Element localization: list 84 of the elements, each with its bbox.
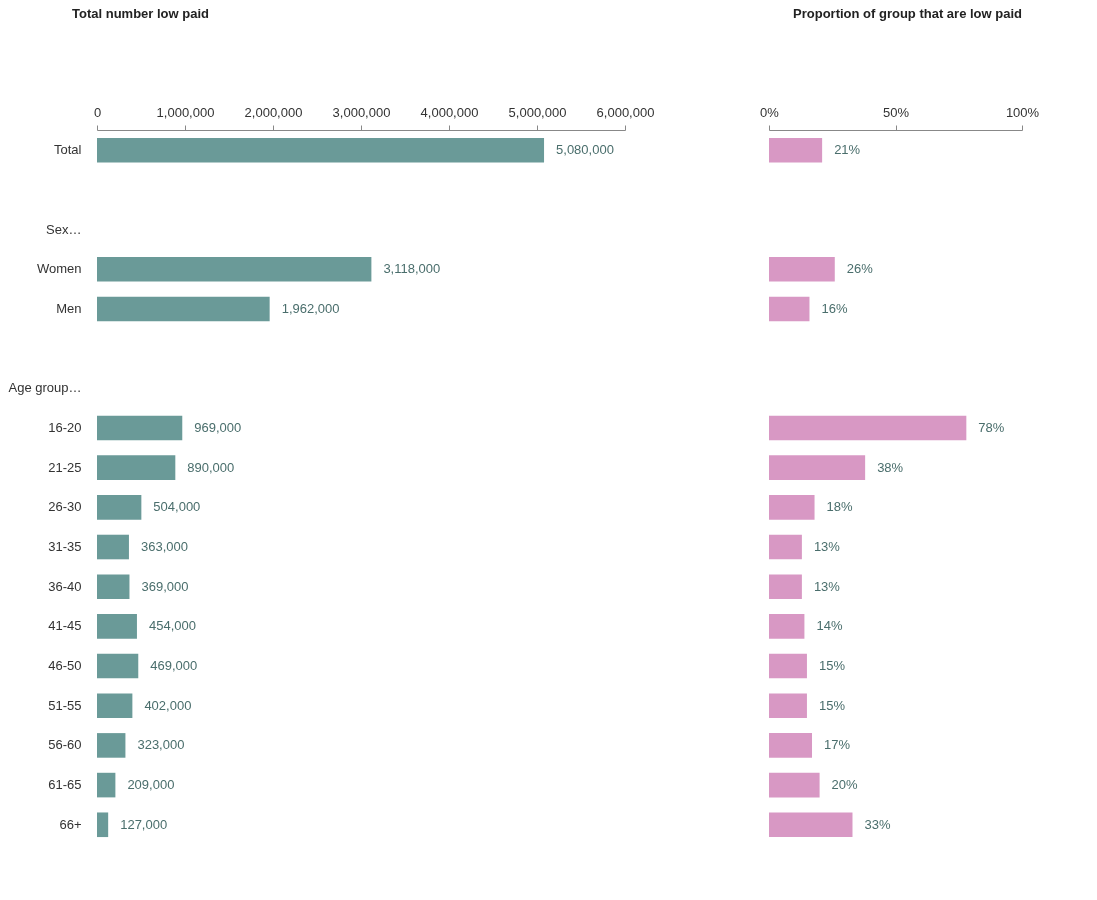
bar	[769, 693, 807, 719]
y-tick-label: 46-50	[48, 658, 82, 674]
x-tick-label: 2,000,000	[244, 104, 303, 120]
x-tick-label: 0%	[760, 104, 780, 120]
data-label: 323,000	[137, 737, 185, 753]
bar	[769, 296, 810, 322]
bar	[97, 693, 133, 719]
bar	[97, 415, 183, 441]
data-label: 13%	[813, 539, 841, 555]
bar	[769, 415, 967, 441]
data-label: 209,000	[127, 777, 175, 793]
y-tick-label: 56-60	[48, 737, 82, 753]
bar	[97, 653, 139, 679]
y-tick-label: 31-35	[48, 539, 82, 555]
y-tick-label: 16-20	[48, 419, 82, 435]
data-label: 21%	[834, 142, 861, 158]
bar	[769, 495, 815, 520]
data-label: 454,000	[148, 618, 196, 634]
x-tick-label: 4,000,000	[420, 104, 479, 120]
data-label: 127,000	[120, 816, 168, 832]
x-tick-label: 5,000,000	[508, 104, 567, 120]
x-tick-label: 50%	[882, 104, 910, 120]
data-label: 1,962,000	[281, 300, 340, 316]
y-tick-label: 36-40	[48, 578, 82, 594]
bar	[769, 733, 813, 758]
bar	[97, 256, 372, 282]
y-tick-label: 21-25	[48, 459, 82, 475]
data-label: 17%	[824, 737, 851, 753]
bar	[97, 137, 545, 163]
bar	[97, 772, 116, 798]
bar	[769, 614, 805, 639]
data-label: 14%	[816, 618, 843, 634]
y-tick-label: Total	[54, 142, 82, 158]
data-label: 969,000	[194, 419, 242, 435]
y-tick-label: 26-30	[48, 499, 82, 515]
bar	[97, 574, 130, 599]
data-label: 33%	[864, 816, 891, 832]
data-label: 13%	[813, 578, 841, 594]
bar	[769, 256, 835, 282]
bar	[97, 296, 270, 322]
y-tick-label: 61-65	[48, 777, 82, 793]
data-label: 5,080,000	[556, 142, 614, 158]
data-label: 363,000	[140, 539, 188, 555]
data-label: 38%	[877, 459, 904, 475]
data-label: 504,000	[153, 499, 201, 515]
bar	[769, 455, 866, 480]
chart-title: Total number low paid	[72, 6, 210, 21]
data-label: 369,000	[141, 578, 189, 594]
bar	[97, 455, 176, 480]
y-tick-label: 41-45	[48, 618, 82, 634]
data-label: 402,000	[144, 697, 192, 713]
data-label: 78%	[978, 419, 1005, 435]
x-tick-label: 0	[93, 104, 102, 120]
y-tick-label: Women	[36, 261, 82, 277]
bar	[97, 812, 109, 838]
data-label: 890,000	[187, 459, 235, 475]
bar	[769, 812, 853, 838]
x-tick-label: 100%	[1005, 104, 1040, 120]
x-tick-label: 6,000,000	[596, 104, 655, 120]
bar	[769, 574, 802, 599]
data-label: 16%	[821, 300, 848, 316]
bar	[769, 137, 823, 163]
y-tick-label: Age group…	[8, 380, 82, 396]
data-label: 20%	[831, 777, 859, 793]
x-tick-label: 1,000,000	[156, 104, 215, 120]
data-label: 15%	[818, 658, 846, 674]
bar	[769, 534, 802, 560]
bar	[97, 534, 129, 560]
bar	[97, 495, 142, 520]
y-tick-label: 51-55	[48, 697, 82, 713]
y-tick-label: Sex…	[46, 221, 82, 237]
data-label: 469,000	[150, 658, 198, 674]
y-tick-label: 66+	[59, 816, 82, 832]
x-tick-label: 3,000,000	[332, 104, 391, 120]
data-label: 3,118,000	[383, 261, 441, 277]
data-label: 18%	[826, 499, 853, 515]
bar	[97, 614, 137, 639]
bar	[769, 653, 807, 679]
bar	[769, 772, 820, 798]
chart-title: Proportion of group that are low paid	[793, 6, 1023, 21]
data-label: 26%	[846, 261, 874, 277]
y-tick-label: Men	[56, 300, 82, 316]
data-label: 15%	[818, 697, 846, 713]
bar	[97, 733, 126, 758]
